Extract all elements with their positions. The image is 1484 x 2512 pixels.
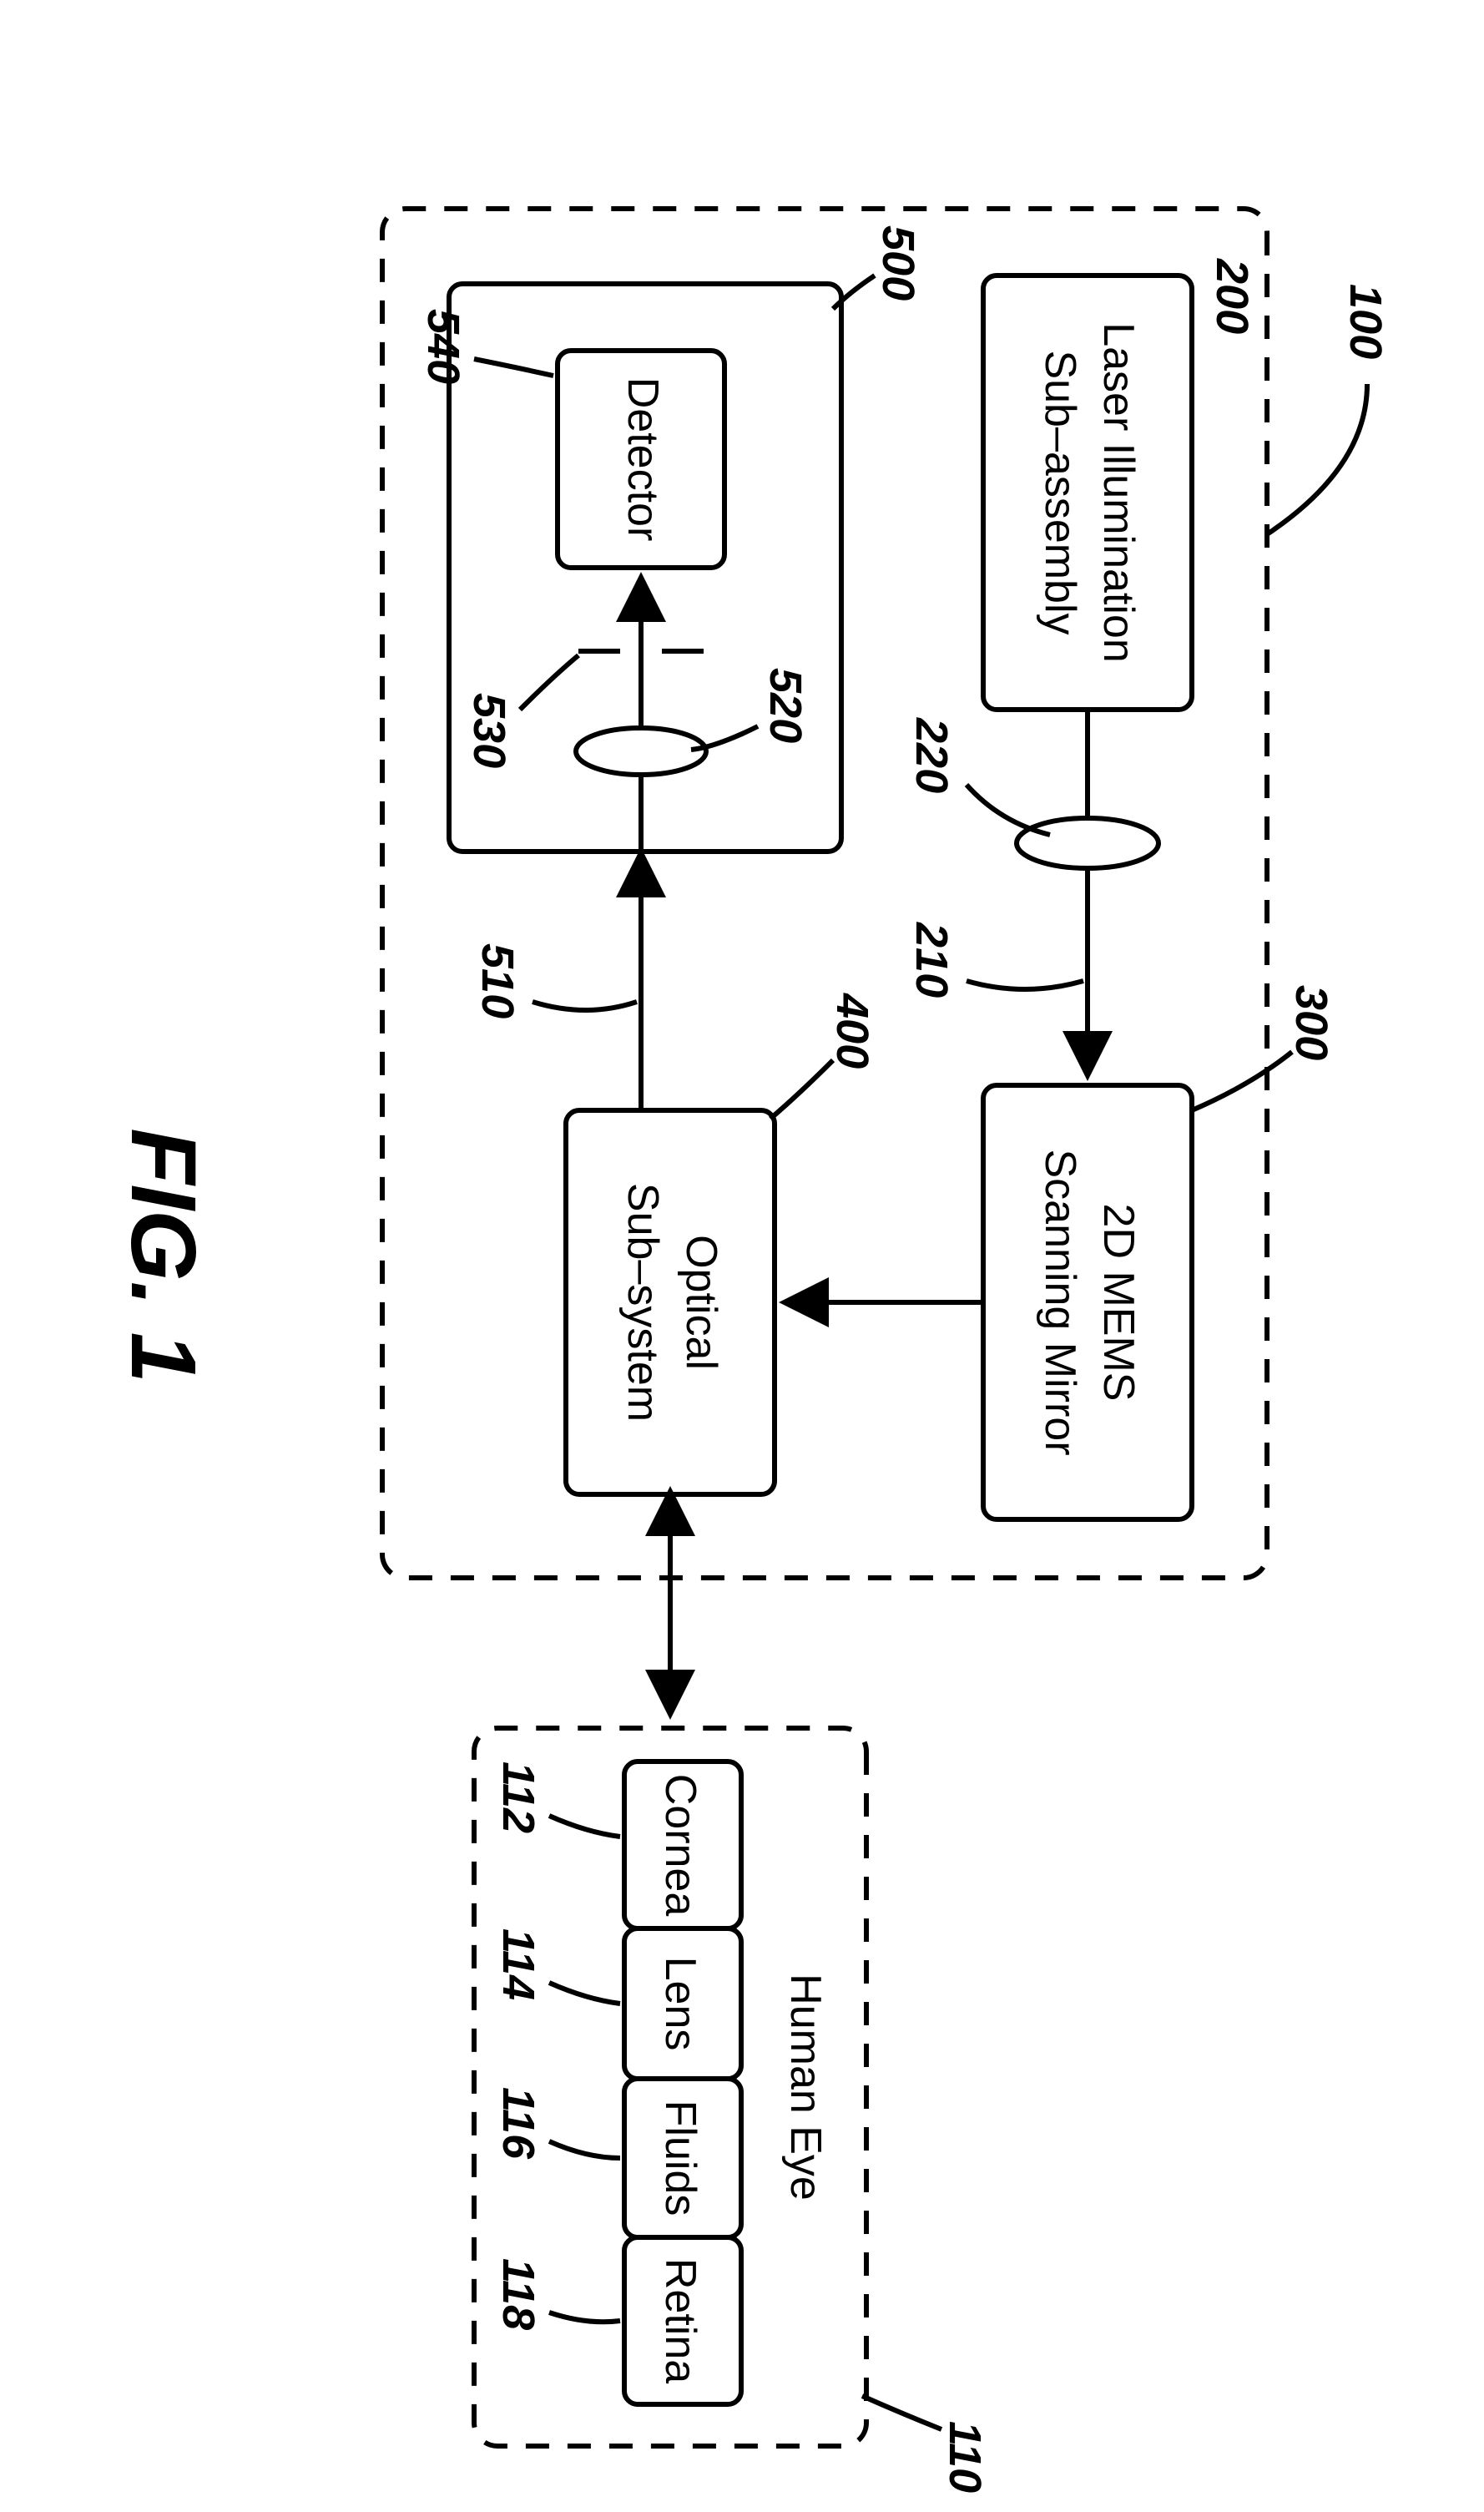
lens-220 xyxy=(1017,818,1158,868)
ref-210: 210 xyxy=(906,922,957,998)
optical-block xyxy=(566,1110,775,1494)
optical-line2: Sub–system xyxy=(618,1183,667,1422)
ref-400: 400 xyxy=(827,993,877,1069)
ref-520: 520 xyxy=(760,668,810,743)
eye-retina-label: Retina xyxy=(656,2258,704,2383)
optical-line1: Optical xyxy=(677,1235,725,1370)
mirror-line1: 2D MEMS xyxy=(1094,1204,1143,1402)
eye-title: Human Eye xyxy=(781,1974,830,2201)
detector-label: Detector xyxy=(618,377,667,542)
ref-100: 100 xyxy=(1340,284,1391,359)
ref-114: 114 xyxy=(493,1928,543,2000)
laser-block xyxy=(983,275,1192,710)
ref-540: 540 xyxy=(418,309,468,384)
ref-510: 510 xyxy=(472,943,522,1018)
eye-lens-label: Lens xyxy=(656,1957,704,2051)
ref-112: 112 xyxy=(493,1761,543,1833)
leader-114 xyxy=(549,1983,620,2004)
leader-112 xyxy=(549,1816,620,1837)
ref-200: 200 xyxy=(1207,258,1257,334)
laser-line2: Sub–assembly xyxy=(1036,350,1084,634)
laser-line1: Laser Illumination xyxy=(1094,322,1143,663)
eye-fluids-label: Fluids xyxy=(656,2100,704,2216)
leader-300 xyxy=(1192,1052,1292,1110)
ref-110: 110 xyxy=(940,2421,990,2493)
figure-label: FIG. 1 xyxy=(112,1128,215,1383)
mirror-line2: Scanning Mirror xyxy=(1036,1149,1084,1455)
ref-530: 530 xyxy=(464,693,514,768)
leader-510 xyxy=(533,1002,637,1010)
ref-300: 300 xyxy=(1286,985,1336,1060)
leader-110 xyxy=(862,2396,941,2429)
ref-220: 220 xyxy=(906,717,957,793)
leader-400 xyxy=(770,1060,833,1119)
leader-210 xyxy=(967,981,1083,989)
ref-116: 116 xyxy=(493,2087,543,2160)
diagram-canvas: 100 Laser Illumination Sub–assembly 200 … xyxy=(0,0,1484,2512)
leader-116 xyxy=(549,2141,620,2158)
lens-520 xyxy=(576,728,706,775)
eye-cornea-label: Cornea xyxy=(656,1774,704,1917)
ref-118: 118 xyxy=(493,2258,543,2330)
ref-500: 500 xyxy=(873,225,923,301)
mirror-block xyxy=(983,1085,1192,1519)
leader-118 xyxy=(549,2312,620,2322)
leader-100 xyxy=(1267,384,1367,534)
